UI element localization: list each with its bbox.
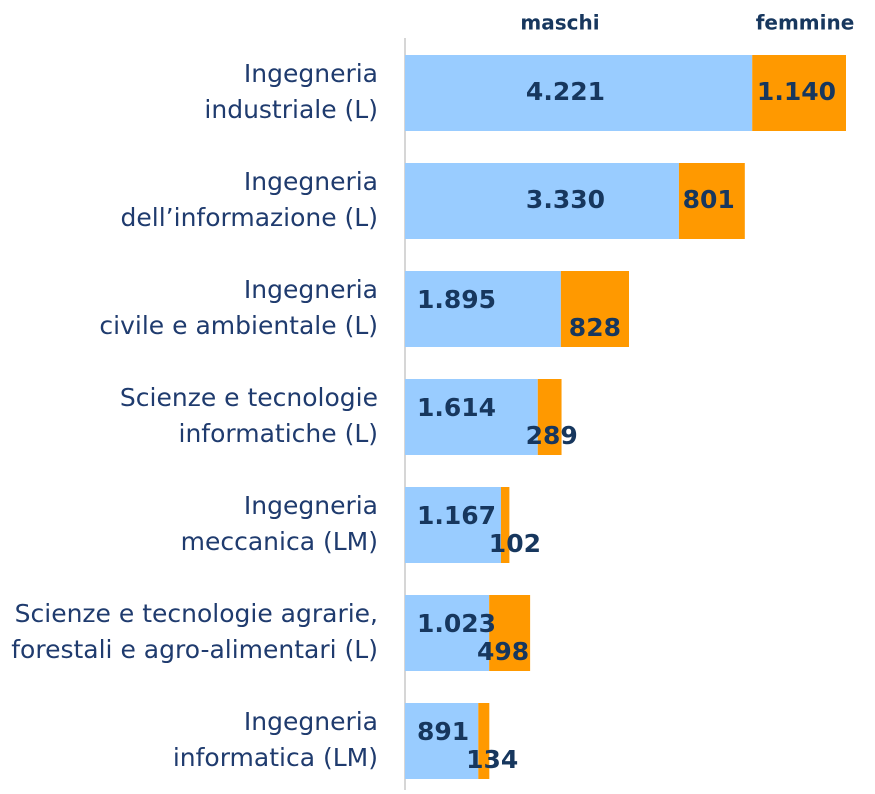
value-label: 3.330 [526,185,605,214]
value-label: 801 [683,185,735,214]
value-label: 1.614 [417,393,496,422]
category-label: dell’informazione (L) [121,203,378,232]
category-label: informatiche (L) [179,419,379,448]
value-label: 498 [477,637,529,666]
bar-segment [405,379,538,455]
category-label: forestali e agro-alimentari (L) [11,635,378,664]
value-label: 891 [417,717,469,746]
bar-segment [405,595,490,671]
category-label: Ingegneria [244,707,378,736]
value-label: 1.167 [417,501,496,530]
category-label: Ingegneria [244,275,378,304]
value-label: 1.023 [417,609,496,638]
bar-segment [405,271,561,347]
value-label: 1.895 [417,285,496,314]
bar-segment [560,271,629,347]
legend-label: femmine [756,11,855,35]
bar-segment [489,595,531,671]
category-label: Ingegneria [244,491,378,520]
category-label: Scienze e tecnologie agrarie, [15,599,378,628]
value-label: 4.221 [526,77,605,106]
category-label: Ingegneria [244,59,378,88]
value-label: 828 [569,313,621,342]
value-label: 102 [489,529,541,558]
category-label: Scienze e tecnologie [120,383,378,412]
category-label: meccanica (LM) [181,527,378,556]
value-label: 134 [466,745,518,774]
bar-segment [405,703,479,779]
bar-segment [752,55,846,131]
category-label: industriale (L) [204,95,378,124]
legend-label: maschi [520,11,599,35]
bar-segment [500,487,510,563]
bar-segment [405,55,753,131]
bar-segment [678,163,745,239]
bar-segment [405,487,501,563]
bar-segment [478,703,490,779]
category-label: informatica (LM) [173,743,378,772]
category-label: civile e ambientale (L) [99,311,378,340]
category-label: Ingegneria [244,167,378,196]
value-label: 1.140 [757,77,836,106]
bar-segment [405,163,679,239]
value-label: 289 [526,421,578,450]
bar-segment [537,379,562,455]
